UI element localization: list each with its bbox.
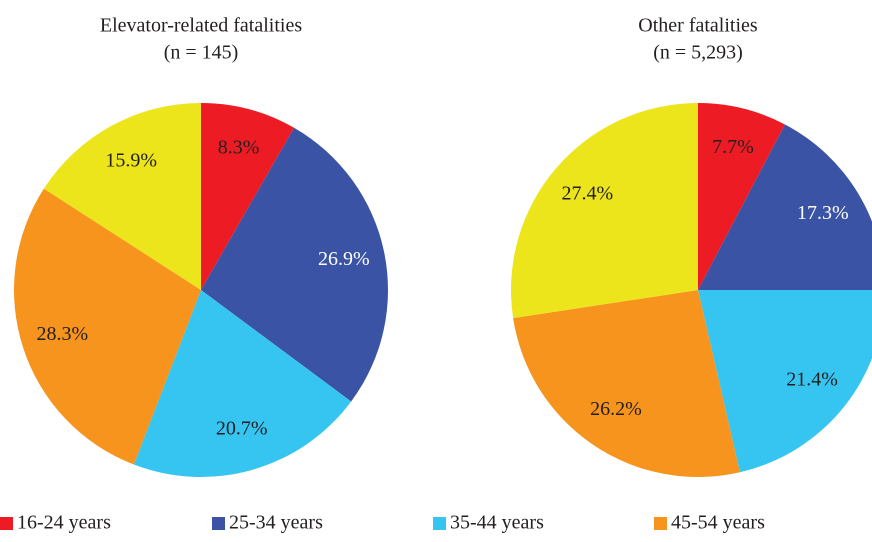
- chart-title: Other fatalities: [638, 15, 758, 37]
- legend-label: 16-24 years: [17, 512, 111, 534]
- legend-label: 45-54 years: [671, 512, 765, 534]
- pie-slice: [133, 290, 352, 477]
- pie-slice: [43, 103, 201, 290]
- data-label: 17.3%: [797, 202, 849, 224]
- legend-swatch: [433, 517, 446, 530]
- pie-slice: [698, 124, 872, 290]
- pie-slice: [698, 290, 872, 473]
- legend-swatch: [654, 517, 667, 530]
- legend-label: 25-34 years: [229, 512, 323, 534]
- legend-label: 35-44 years: [450, 512, 544, 534]
- pie-slice: [511, 103, 698, 319]
- legend-swatch: [212, 517, 225, 530]
- pie-slice: [513, 290, 740, 477]
- chart-subtitle: (n = 5,293): [653, 42, 743, 64]
- data-label: 7.7%: [712, 136, 754, 158]
- data-label: 28.3%: [36, 323, 88, 345]
- data-label: 26.2%: [590, 398, 642, 420]
- chart-title: Elevator-related fatalities: [100, 15, 302, 37]
- legend-swatch: [0, 517, 13, 530]
- data-label: 27.4%: [562, 183, 614, 205]
- pie-slice: [201, 103, 295, 290]
- data-label: 8.3%: [218, 137, 260, 159]
- data-label: 26.9%: [318, 248, 370, 270]
- data-label: 21.4%: [786, 368, 838, 390]
- pie-slice: [698, 103, 785, 290]
- pie-slice: [201, 127, 389, 402]
- data-label: 20.7%: [216, 418, 268, 440]
- pie-slice: [13, 188, 201, 465]
- data-label: 15.9%: [105, 150, 157, 172]
- chart-subtitle: (n = 145): [164, 42, 239, 64]
